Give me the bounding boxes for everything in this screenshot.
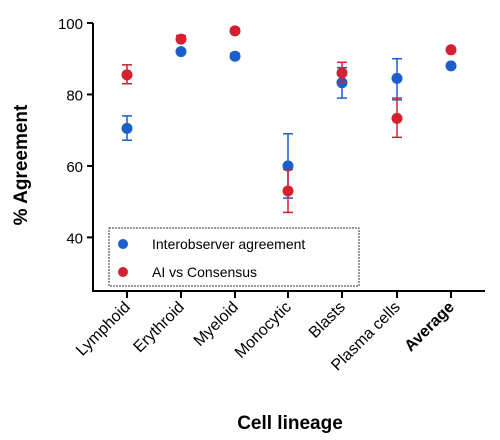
series-1	[121, 25, 457, 214]
y-axis: 40 60 80 100	[58, 16, 94, 291]
x-tick-label-0: Lymphoid	[73, 299, 134, 360]
y-axis-title: % Agreement	[11, 104, 32, 225]
point-1-4	[336, 67, 348, 79]
series-0	[121, 46, 457, 199]
point-1-2	[229, 25, 241, 37]
legend-box	[108, 227, 360, 287]
point-1-5	[391, 112, 403, 124]
legend: Interobserver agreement AI vs Consensus	[108, 227, 360, 287]
point-0-5	[391, 72, 403, 84]
point-1-6	[445, 44, 457, 56]
point-1-3	[282, 185, 294, 197]
x-tick-label-2: Myeloid	[191, 299, 242, 350]
point-0-6	[445, 60, 457, 72]
legend-label-interobserver: Interobserver agreement	[152, 236, 305, 252]
x-tick-label-1: Erythroid	[131, 299, 188, 356]
x-tick-label-6: Average	[402, 299, 458, 355]
legend-marker-interobserver	[118, 239, 128, 249]
y-tick-label-80: 80	[66, 87, 83, 104]
y-tick-label-40: 40	[66, 230, 83, 247]
legend-label-ai: AI vs Consensus	[152, 264, 257, 280]
y-tick-label-100: 100	[58, 16, 83, 33]
point-0-2	[229, 50, 241, 62]
x-axis-title: Cell lineage	[237, 413, 343, 434]
point-1-0	[121, 69, 133, 81]
x-tick-label-3: Monocytic	[232, 299, 295, 362]
y-tick-label-60: 60	[66, 159, 83, 176]
point-0-0	[121, 122, 133, 134]
point-1-1	[175, 33, 187, 45]
data-marks	[121, 25, 457, 214]
point-0-1	[175, 46, 187, 58]
point-0-3	[282, 160, 294, 172]
legend-marker-ai	[118, 267, 128, 277]
x-tick-label-4: Blasts	[306, 299, 349, 342]
